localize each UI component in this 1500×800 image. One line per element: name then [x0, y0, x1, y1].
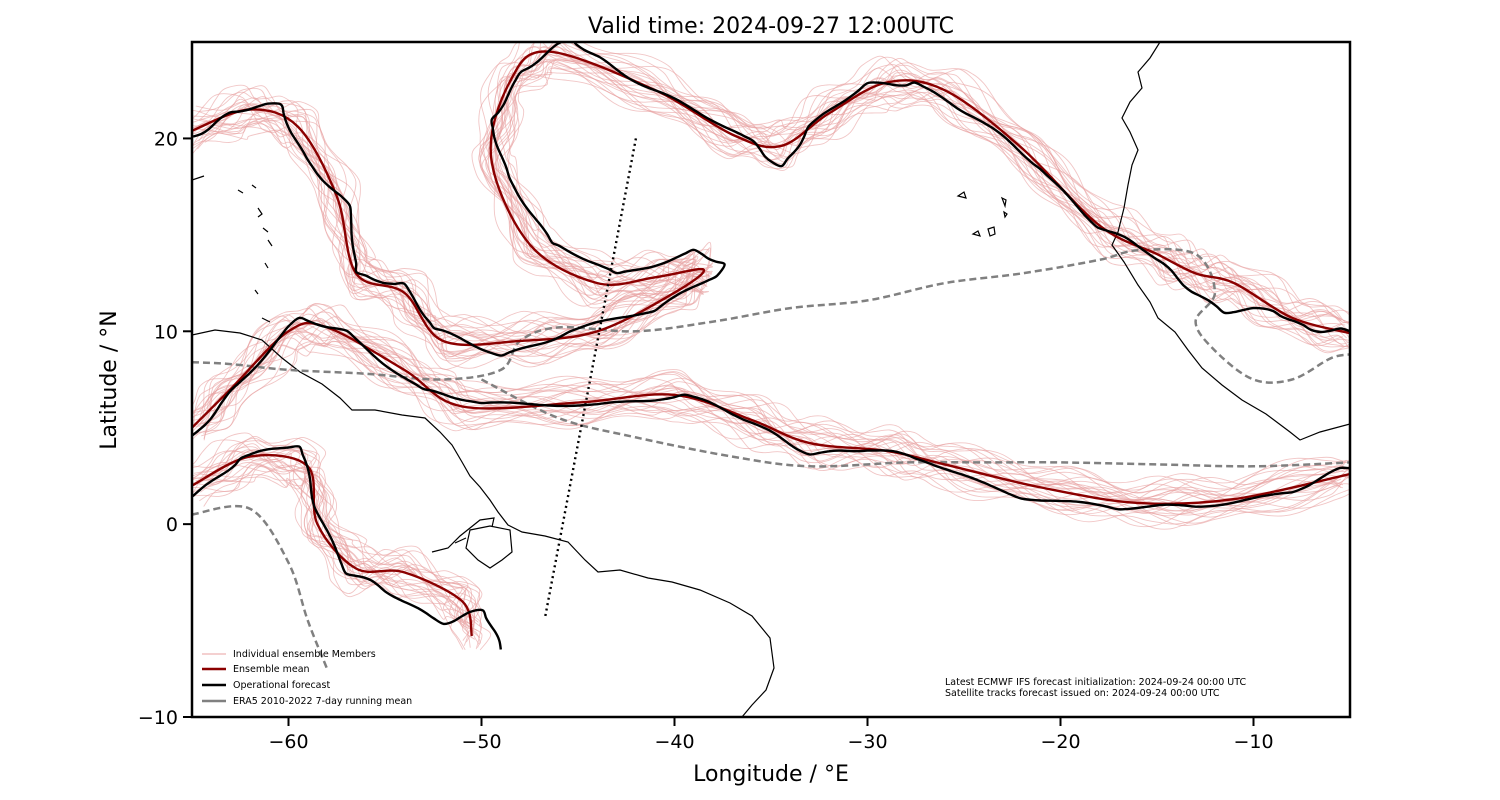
operational-forecast-line	[192, 316, 1350, 511]
chart-title: Valid time: 2024-09-27 12:00UTC	[588, 14, 954, 39]
operational-forecast-line	[192, 42, 1350, 357]
era5-contours	[192, 247, 1350, 670]
ensemble-member-line	[199, 461, 483, 648]
y-axis-label: Latitude / °N	[97, 310, 122, 449]
y-tick-label: 20	[154, 128, 178, 150]
ensemble-mean-line	[192, 50, 1350, 347]
era5-contour-line	[192, 247, 1350, 384]
legend-label-mean: Ensemble mean	[233, 664, 310, 675]
satellite-track-line	[544, 138, 638, 617]
ensemble-mean-line	[192, 453, 474, 637]
ensemble-member-line	[194, 314, 1350, 506]
coastline-amazon-delta	[431, 517, 495, 553]
x-tick-label: −50	[461, 731, 501, 753]
x-tick-label: −60	[268, 731, 308, 753]
ensemble-member-line	[192, 439, 469, 623]
y-tick-label: 10	[154, 321, 178, 343]
coastline-lesser-antilles	[192, 175, 273, 323]
map-background	[192, 42, 1350, 717]
legend-label-operational: Operational forecast	[233, 680, 330, 691]
x-tick-label: −20	[1040, 731, 1080, 753]
ensemble-member-line	[192, 72, 1350, 365]
x-tick-label: −30	[847, 731, 887, 753]
ensemble-member-line	[195, 42, 1350, 343]
ensemble-member-line	[198, 311, 1350, 502]
y-axis-ticks: −10 0 10 20	[138, 128, 192, 729]
ensemble-member-line	[192, 464, 471, 648]
coastline-africa	[1111, 42, 1350, 441]
ensemble-member-line	[192, 46, 1342, 336]
x-tick-label: −10	[1233, 731, 1273, 753]
x-axis-ticks: −60 −50 −40 −30 −20 −10	[268, 717, 1274, 753]
ensemble-member-line	[195, 333, 1350, 525]
y-tick-label: 0	[166, 514, 178, 536]
operational-forecast-contours	[192, 42, 1350, 650]
ensemble-member-line	[192, 304, 1350, 503]
ensemble-member-line	[192, 443, 480, 637]
ensemble-member-line	[192, 319, 1345, 504]
legend-label-members: Individual ensemble Members	[233, 649, 376, 660]
ensemble-member-line	[192, 326, 1342, 513]
ensemble-member-line	[192, 307, 1347, 497]
satellite-track-note: Satellite tracks forecast issued on: 202…	[945, 688, 1220, 699]
operational-forecast-line	[192, 444, 502, 650]
coastline-cape-verde	[956, 191, 1008, 237]
era5-contour-line	[192, 504, 329, 670]
legend-label-era5: ERA5 2010-2022 7-day running mean	[233, 696, 412, 707]
ensemble-member-line	[203, 440, 483, 626]
legend: Individual ensemble Members Ensemble mea…	[202, 649, 412, 707]
x-axis-label: Longitude / °E	[693, 762, 849, 787]
coastline-south-america	[192, 329, 775, 717]
ensemble-member-line	[192, 328, 1344, 528]
ensemble-member-line	[192, 342, 1342, 530]
forecast-init-note: Latest ECMWF IFS forecast initialization…	[945, 677, 1246, 688]
y-tick-label: −10	[138, 707, 178, 729]
x-tick-label: −40	[654, 731, 694, 753]
coastlines	[192, 42, 1350, 717]
satellite-track	[544, 138, 638, 617]
ensemble-member-line	[194, 458, 483, 650]
plot-frame	[190, 40, 1352, 719]
ensemble-member-line	[193, 330, 1350, 517]
coastline-marajo	[465, 525, 513, 569]
ensemble-member-line	[192, 42, 1342, 330]
